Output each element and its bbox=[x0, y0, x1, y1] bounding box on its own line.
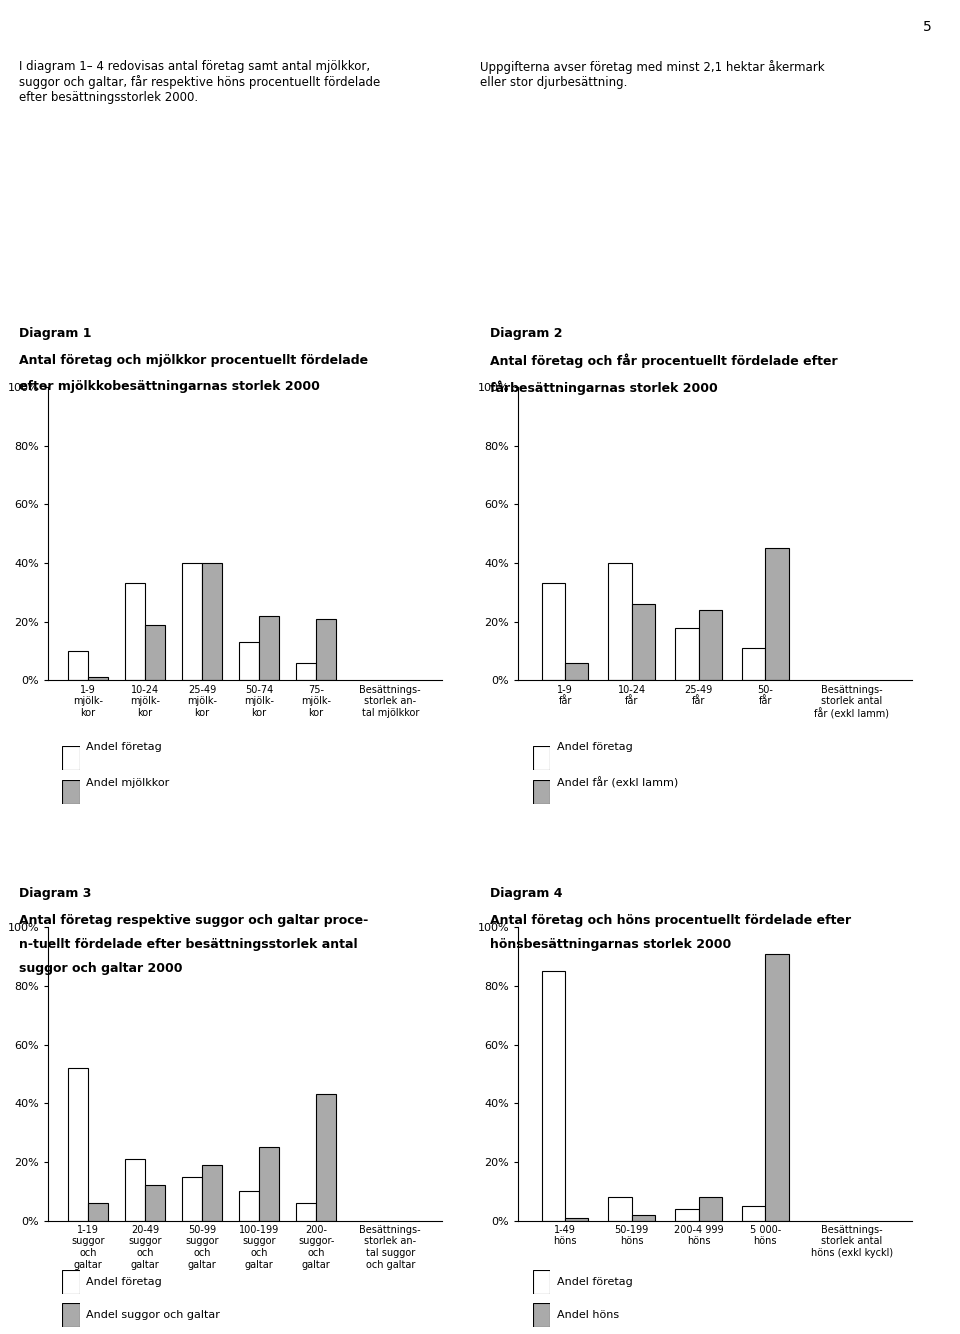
Bar bbox=[296, 1203, 316, 1221]
Bar bbox=[632, 1215, 655, 1221]
Text: Andel får (exkl lamm): Andel får (exkl lamm) bbox=[557, 778, 678, 788]
Text: Andel företag: Andel företag bbox=[557, 742, 633, 752]
Text: Andel suggor och galtar: Andel suggor och galtar bbox=[86, 1310, 220, 1321]
Bar bbox=[316, 1094, 336, 1221]
Bar bbox=[609, 563, 632, 680]
Text: Diagram 4: Diagram 4 bbox=[490, 887, 563, 900]
Text: suggor och galtar 2000: suggor och galtar 2000 bbox=[19, 962, 182, 975]
Bar bbox=[145, 624, 165, 680]
Bar bbox=[259, 1147, 279, 1221]
Bar bbox=[675, 1209, 699, 1221]
Bar bbox=[742, 648, 765, 680]
Bar bbox=[541, 971, 565, 1221]
Text: Andel mjölkkor: Andel mjölkkor bbox=[86, 778, 170, 788]
Bar bbox=[182, 563, 202, 680]
Bar bbox=[202, 1165, 222, 1221]
Text: Diagram 3: Diagram 3 bbox=[19, 887, 91, 900]
Text: Antal företag och höns procentuellt fördelade efter: Antal företag och höns procentuellt förd… bbox=[490, 914, 851, 927]
Bar bbox=[699, 1197, 722, 1221]
Bar bbox=[88, 1203, 108, 1221]
Bar bbox=[316, 619, 336, 680]
Bar bbox=[296, 663, 316, 680]
Text: fårbesättningarnas storlek 2000: fårbesättningarnas storlek 2000 bbox=[490, 380, 717, 395]
Text: Uppgifterna avser företag med minst 2,1 hektar åkermark
eller stor djurbesättnin: Uppgifterna avser företag med minst 2,1 … bbox=[480, 60, 825, 89]
Text: efter mjölkkobesättningarnas storlek 2000: efter mjölkkobesättningarnas storlek 200… bbox=[19, 380, 320, 394]
Text: Andel företag: Andel företag bbox=[86, 1277, 162, 1287]
Bar bbox=[541, 583, 565, 680]
Text: Diagram 2: Diagram 2 bbox=[490, 327, 563, 340]
Bar bbox=[182, 1177, 202, 1221]
Bar bbox=[699, 610, 722, 680]
Bar bbox=[765, 954, 788, 1221]
Bar bbox=[259, 616, 279, 680]
Text: hönsbesättningarnas storlek 2000: hönsbesättningarnas storlek 2000 bbox=[490, 938, 731, 951]
Bar bbox=[125, 1159, 145, 1221]
Text: Andel höns: Andel höns bbox=[557, 1310, 619, 1321]
Bar bbox=[609, 1197, 632, 1221]
Text: Antal företag och får procentuellt fördelade efter: Antal företag och får procentuellt förde… bbox=[490, 354, 837, 368]
Text: Antal företag respektive suggor och galtar proce­: Antal företag respektive suggor och galt… bbox=[19, 914, 369, 927]
Bar bbox=[565, 1218, 588, 1221]
Bar bbox=[565, 663, 588, 680]
Bar bbox=[765, 548, 788, 680]
Bar bbox=[632, 604, 655, 680]
Text: Diagram 1: Diagram 1 bbox=[19, 327, 92, 340]
Bar bbox=[202, 563, 222, 680]
Bar bbox=[742, 1206, 765, 1221]
Bar bbox=[239, 1191, 259, 1221]
Bar bbox=[239, 642, 259, 680]
Bar bbox=[88, 678, 108, 680]
Text: Andel företag: Andel företag bbox=[86, 742, 162, 752]
Bar bbox=[125, 583, 145, 680]
Text: n­tuellt fördelade efter besättningsstorlek antal: n­tuellt fördelade efter besättningsstor… bbox=[19, 938, 358, 951]
Text: I diagram 1– 4 redovisas antal företag samt antal mjölkkor,
suggor och galtar, f: I diagram 1– 4 redovisas antal företag s… bbox=[19, 60, 380, 104]
Bar bbox=[145, 1186, 165, 1221]
Bar bbox=[675, 627, 699, 680]
Text: 5: 5 bbox=[923, 20, 931, 33]
Bar bbox=[68, 1069, 88, 1221]
Text: Andel företag: Andel företag bbox=[557, 1277, 633, 1287]
Bar bbox=[68, 651, 88, 680]
Text: Antal företag och mjölkkor procentuellt fördelade: Antal företag och mjölkkor procentuellt … bbox=[19, 354, 369, 367]
